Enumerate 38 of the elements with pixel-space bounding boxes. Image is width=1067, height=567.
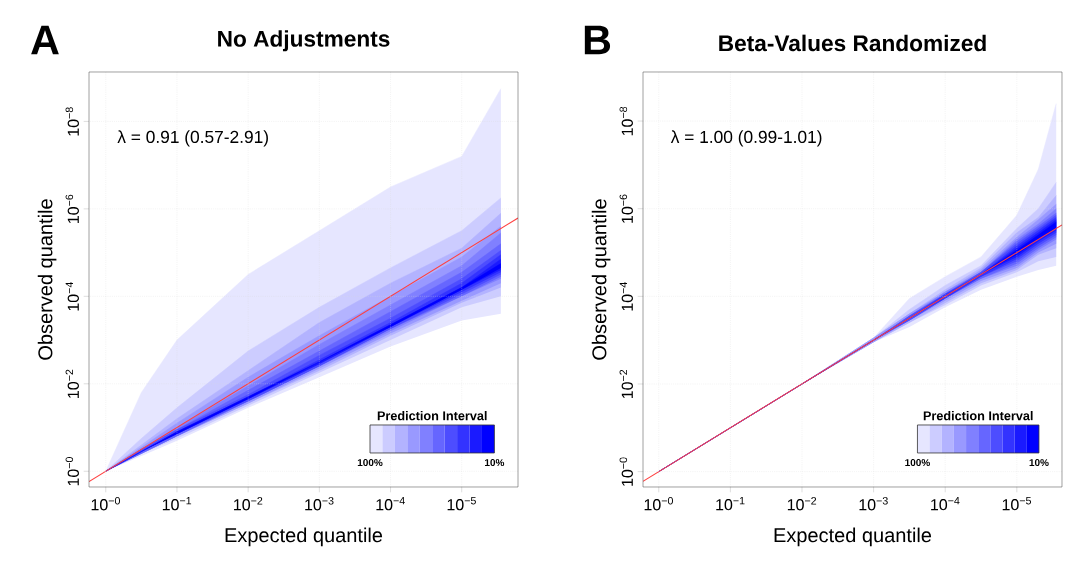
y-tick-label: 10$^{−4}$ bbox=[65, 282, 79, 311]
text: A bbox=[31, 25, 59, 55]
annotation: λ = 0.91 (0.57-2.91) bbox=[117, 130, 268, 147]
text: B bbox=[584, 25, 611, 55]
y-tick-label: 10$^{−8}$ bbox=[619, 106, 633, 136]
x-tick-label: 10$^{−5}$ bbox=[1002, 497, 1032, 511]
y-tick-label: 10$^{−4}$ bbox=[619, 282, 633, 311]
y-tick-label: 10$^{−0}$ bbox=[619, 457, 633, 486]
x-axis-title: Expected quantile bbox=[225, 527, 383, 547]
y-tick-label: 10$^{−6}$ bbox=[619, 194, 633, 223]
annotation: 100% bbox=[905, 459, 930, 467]
annotation: 100% bbox=[357, 459, 383, 467]
y-tick-label: 10$^{−8}$ bbox=[65, 107, 79, 136]
chart-title: Beta-Values Randomized bbox=[719, 34, 986, 52]
annotation: λ = 1.00 (0.99-1.01) bbox=[670, 130, 822, 147]
x-tick-label: 10$^{−3}$ bbox=[305, 497, 334, 511]
x-tick-label: 10$^{−4}$ bbox=[931, 497, 960, 511]
annotation: 10% bbox=[485, 459, 505, 467]
x-tick-label: 10$^{−3}$ bbox=[859, 497, 888, 511]
y-tick-label: 10$^{−6}$ bbox=[65, 194, 79, 223]
x-tick-label: 10$^{−2}$ bbox=[234, 497, 263, 511]
x-tick-label: 10$^{−1}$ bbox=[162, 497, 192, 511]
y-axis-title: Observed quantile bbox=[37, 199, 57, 360]
y-tick-label: 10$^{−0}$ bbox=[65, 457, 79, 486]
color-bar-title: Prediction Interval bbox=[377, 410, 487, 421]
x-tick-label: 10$^{−0}$ bbox=[644, 497, 673, 511]
y-axis-title: Observed quantile bbox=[591, 199, 611, 360]
x-tick-label: 10$^{−4}$ bbox=[376, 497, 405, 511]
color-bar-title: Prediction Interval bbox=[923, 410, 1033, 421]
x-axis-title: Expected quantile bbox=[774, 527, 932, 547]
x-tick-label: 10$^{−0}$ bbox=[91, 497, 121, 511]
x-tick-label: 10$^{−1}$ bbox=[716, 497, 745, 511]
x-tick-label: 10$^{−2}$ bbox=[787, 497, 817, 511]
chart-title: No Adjustments bbox=[218, 30, 390, 52]
y-tick-label: 10$^{−2}$ bbox=[65, 369, 79, 398]
annotation: 10% bbox=[1029, 459, 1049, 467]
x-tick-label: 10$^{−5}$ bbox=[447, 497, 476, 511]
y-tick-label: 10$^{−2}$ bbox=[619, 369, 633, 399]
